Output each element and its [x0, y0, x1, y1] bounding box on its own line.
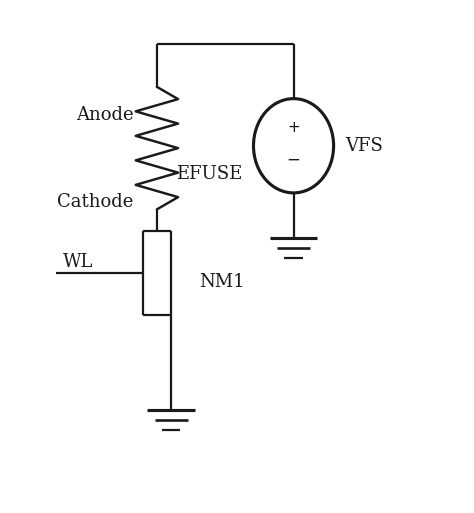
Text: Anode: Anode	[76, 106, 133, 124]
Text: VFS: VFS	[346, 137, 383, 155]
Text: Cathode: Cathode	[57, 193, 133, 211]
Text: −: −	[287, 151, 301, 169]
Text: WL: WL	[63, 253, 93, 271]
Text: NM1: NM1	[199, 273, 245, 291]
Text: EFUSE: EFUSE	[176, 165, 242, 183]
Text: +: +	[287, 121, 300, 135]
